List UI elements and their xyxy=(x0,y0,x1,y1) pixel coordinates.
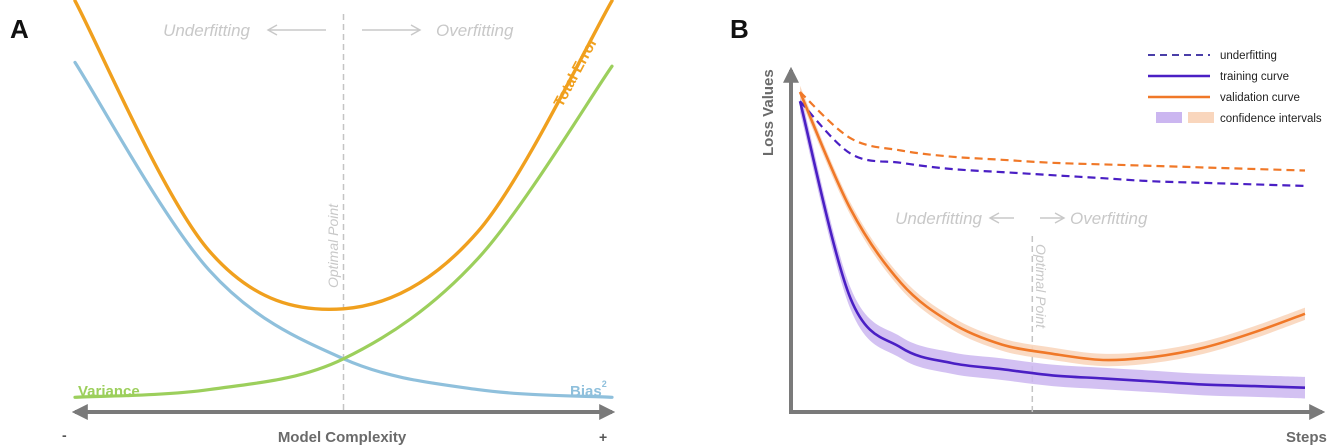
panel-b: B Loss Values Steps Optimal Point Underf… xyxy=(730,14,1327,446)
bias-label-text: Bias xyxy=(570,383,602,400)
overfitting-label: Overfitting xyxy=(436,21,514,40)
panel-a: A Optimal Point Underfitting Overfitting… xyxy=(10,0,616,446)
validation-confidence-band xyxy=(800,85,1305,367)
total-error-label: Total Error xyxy=(551,35,602,110)
panel-a-letter: A xyxy=(10,14,29,44)
panel-b-letter: B xyxy=(730,14,749,44)
legend-ci-label: confidence intervals xyxy=(1220,113,1322,125)
optimal-point-label: Optimal Point xyxy=(325,203,341,288)
bias-label: Bias2 xyxy=(570,379,607,400)
variance-label: Variance xyxy=(78,383,140,400)
bias-label-superscript: 2 xyxy=(602,379,607,389)
legend-validation-ci-swatch xyxy=(1188,112,1214,123)
validation-curve xyxy=(798,91,1306,362)
axis-max-sign: + xyxy=(599,429,607,445)
legend-underfitting-label: underfitting xyxy=(1220,50,1277,62)
x-axis-title-b: Steps xyxy=(1286,429,1327,446)
x-axis-title: Model Complexity xyxy=(278,429,407,446)
y-axis-title: Loss Values xyxy=(760,69,777,156)
legend-validation-label: validation curve xyxy=(1220,92,1300,104)
underfitting-label-b: Underfitting xyxy=(895,209,982,228)
legend-training-label: training curve xyxy=(1220,71,1289,83)
legend-training-ci-swatch xyxy=(1156,112,1182,123)
bias-curve xyxy=(73,60,614,399)
overfitting-label-b: Overfitting xyxy=(1070,209,1148,228)
underfitting-training-curve xyxy=(799,100,1306,187)
legend: underfitting training curve validation c… xyxy=(1148,50,1322,125)
training-curve xyxy=(798,100,1306,389)
axis-min-sign: - xyxy=(62,427,67,443)
optimal-point-label-b: Optimal Point xyxy=(1033,244,1049,329)
total-error-curve xyxy=(73,0,614,311)
variance-curve xyxy=(73,64,614,399)
underfitting-label: Underfitting xyxy=(163,21,250,40)
